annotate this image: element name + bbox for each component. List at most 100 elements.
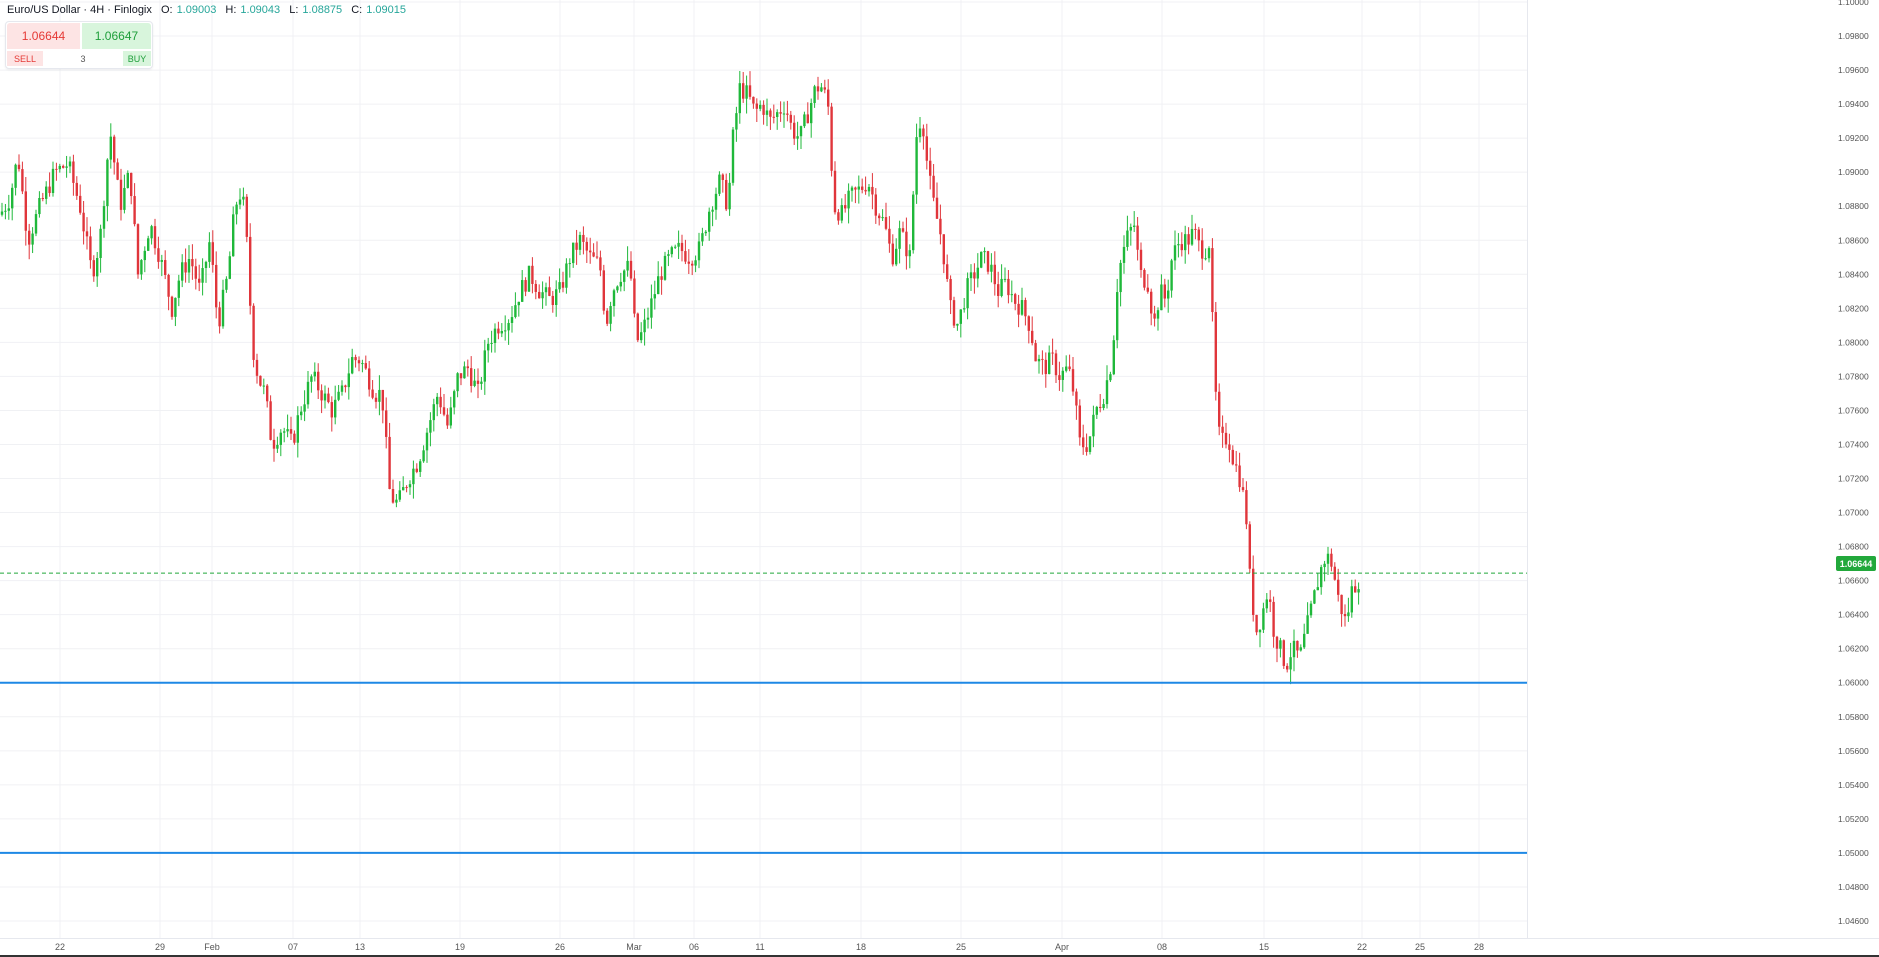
candle-down (1337, 579, 1340, 595)
candle-up (429, 420, 432, 433)
y-tick-label: 1.04600 (1838, 916, 1869, 926)
candle-up (123, 187, 126, 210)
candle-down (636, 313, 639, 341)
trade-panel: 1.06644 1.06647 SELL 3 BUY (5, 21, 153, 69)
candle-down (374, 397, 378, 402)
candle-up (473, 380, 476, 386)
candle-down (932, 175, 935, 198)
candle-down (1245, 490, 1248, 525)
x-tick-label: 26 (555, 942, 565, 952)
candle-up (402, 487, 405, 491)
candle-up (177, 280, 180, 298)
candle-down (391, 488, 395, 503)
quantity-input[interactable]: 3 (80, 53, 86, 64)
candle-up (276, 444, 279, 449)
candle-down (55, 168, 58, 170)
buy-button[interactable]: BUY (123, 51, 151, 66)
candle-up (242, 196, 245, 200)
candle-down (1272, 601, 1275, 637)
candle-down (136, 224, 140, 275)
candle-down (973, 272, 976, 279)
candle-up (283, 431, 286, 433)
candle-down (476, 380, 480, 384)
candle-up (361, 363, 364, 365)
candle-down (72, 161, 75, 183)
candle-down (85, 231, 89, 237)
candle-down (1330, 553, 1333, 567)
candle-down (252, 305, 255, 360)
candle-up (1323, 563, 1326, 568)
candle-up (419, 461, 422, 472)
candle-up (1061, 370, 1064, 380)
candle-down (153, 226, 157, 249)
candle-down (1051, 352, 1054, 354)
buy-price-button[interactable]: 1.06647 (82, 23, 151, 49)
candle-up (966, 278, 969, 309)
candle-down (905, 231, 908, 257)
candle-down (48, 186, 51, 194)
candle-up (337, 391, 340, 400)
candle-down (830, 106, 833, 171)
candle-down (1224, 432, 1228, 445)
candle-up (820, 87, 823, 92)
candle-down (1252, 568, 1255, 615)
candle-up (1095, 406, 1098, 415)
candle-down (385, 410, 388, 437)
candle-up (704, 231, 707, 234)
high-label: H: (225, 4, 237, 16)
x-tick-label: 13 (355, 942, 365, 952)
candle-up (694, 260, 697, 266)
candle-up (432, 404, 435, 421)
candle-down (871, 186, 874, 195)
candle-up (493, 328, 497, 343)
candle-up (708, 211, 711, 232)
candle-down (986, 251, 990, 272)
candle-up (31, 233, 34, 245)
candle-down (589, 250, 592, 253)
sell-price-button[interactable]: 1.06644 (7, 23, 80, 49)
candle-up (1122, 246, 1126, 263)
high-value: 1.09043 (240, 4, 281, 16)
sell-button[interactable]: SELL (7, 51, 43, 66)
candle-down (1075, 391, 1078, 406)
candle-up (1289, 657, 1292, 670)
candle-down (1343, 613, 1347, 617)
candle-down (198, 278, 201, 283)
candle-up (1279, 640, 1282, 649)
candle-down (1238, 465, 1241, 488)
candle-down (191, 259, 194, 267)
candle-up (436, 396, 439, 405)
candle-up (279, 432, 282, 445)
candle-down (130, 172, 133, 197)
candle-up (1258, 629, 1262, 633)
candle-down (772, 116, 775, 118)
y-tick-label: 1.05600 (1838, 746, 1869, 756)
candle-down (1180, 244, 1183, 251)
candle-down (769, 110, 772, 117)
candle-down (439, 396, 442, 408)
open-value: 1.09003 (176, 4, 217, 16)
candle-down (837, 212, 840, 221)
candle-up (963, 308, 966, 310)
candle-up (983, 251, 986, 253)
candle-up (398, 490, 401, 500)
candle-up (296, 415, 299, 443)
candle-up (867, 186, 871, 192)
candle-down (269, 401, 272, 440)
candle-up (626, 260, 629, 271)
candle-down (1099, 406, 1102, 409)
y-tick-label: 1.06200 (1838, 644, 1869, 654)
x-tick-label: 22 (55, 942, 65, 952)
candle-down (874, 194, 877, 216)
candle-up (140, 260, 143, 275)
candle-up (1003, 278, 1007, 280)
candle-down (929, 160, 932, 176)
x-tick-label: 29 (155, 942, 165, 952)
candle-down (1054, 353, 1058, 376)
candle-down (684, 251, 687, 262)
candle-up (674, 246, 677, 248)
candle-up (7, 208, 10, 211)
candle-up (810, 103, 813, 124)
candle-down (211, 242, 214, 265)
